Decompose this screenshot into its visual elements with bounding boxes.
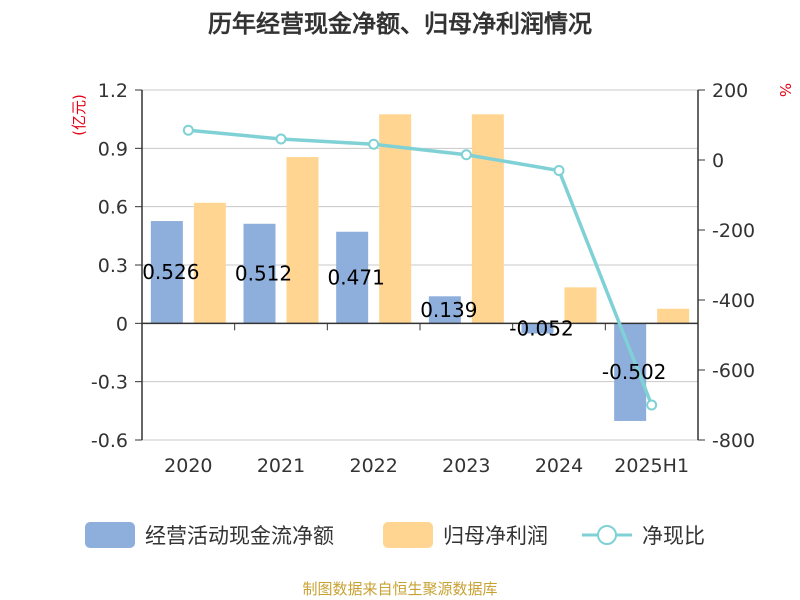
left-tick-label: 1.2: [98, 80, 128, 102]
ratio-point: [646, 399, 658, 411]
bar-cash-flow: [150, 221, 183, 324]
ratio-point: [368, 138, 380, 150]
bar-net-profit: [657, 308, 690, 324]
category-label: 2025H1: [614, 455, 689, 477]
source-note: 制图数据来自恒生聚源数据库: [302, 580, 497, 598]
legend-swatch-net-profit: [383, 522, 433, 548]
ratio-point: [275, 133, 287, 145]
ratio-point: [182, 124, 194, 136]
left-tick-label: 0.3: [98, 255, 128, 277]
data-labels: 0.526 0.512 0.471 0.139 -0.052 -0.502: [142, 260, 666, 384]
category-label: 2023: [442, 455, 490, 477]
bar-cash-flow: [243, 223, 276, 324]
legend-label-net-profit: 归母净利润: [443, 524, 548, 548]
bar-cash-flow: [336, 231, 369, 324]
bar-cash-flow: [428, 296, 461, 324]
right-tick-label: -200: [712, 220, 755, 242]
cash-flow-value-label: -0.052: [509, 316, 573, 340]
ratio-polyline: [188, 128, 654, 406]
legend-marker-ratio: [597, 525, 617, 545]
category-label: 2021: [257, 455, 305, 477]
cash-flow-value-label: 0.526: [142, 260, 199, 284]
ratio-point: [460, 149, 472, 161]
left-tick-label: 0.6: [98, 197, 128, 219]
category-label: 2022: [349, 455, 397, 477]
right-tick-label: -400: [712, 290, 755, 312]
left-tick-label: 0.9: [98, 138, 128, 160]
right-tick-label: -600: [712, 360, 755, 382]
ratio-line: [182, 124, 658, 411]
legend-swatch-cash-flow: [85, 522, 135, 548]
bar-net-profit: [564, 287, 597, 324]
legend: 经营活动现金流净额 归母净利润 净现比: [85, 522, 705, 548]
right-axis-unit: %: [776, 83, 794, 97]
right-tick-label: -800: [712, 430, 755, 452]
category-label: 2024: [535, 455, 583, 477]
right-tick-label: 200: [712, 80, 748, 102]
legend-label-ratio: 净现比: [642, 524, 705, 548]
bar-net-profit: [193, 202, 226, 324]
bar-cash-flow: [614, 323, 647, 421]
cash-flow-value-label: -0.502: [602, 360, 666, 384]
left-axis-unit: (亿元): [70, 94, 88, 136]
bar-net-profit: [471, 114, 504, 324]
axes: 1.2 0.9 0.6 0.3 0 -0.3 -0.6 200 0 -200 -400 -600 -80…: [91, 80, 755, 477]
category-label: 2020: [164, 455, 212, 477]
legend-label-cash-flow: 经营活动现金流净额: [145, 524, 334, 548]
left-tick-label: -0.3: [91, 372, 128, 394]
bars: [150, 114, 690, 421]
cash-flow-value-label: 0.139: [420, 298, 477, 322]
chart-title: 历年经营现金净额、归母净利润情况: [208, 10, 592, 38]
left-tick-label: 0: [116, 313, 128, 335]
ratio-point: [553, 165, 565, 176]
right-tick-label: 0: [712, 150, 724, 172]
bar-cash-flow: [521, 323, 554, 334]
cash-flow-value-label: 0.512: [235, 262, 292, 286]
bar-net-profit: [286, 157, 319, 324]
left-tick-label: -0.6: [91, 430, 128, 452]
cash-flow-value-label: 0.471: [328, 266, 385, 290]
